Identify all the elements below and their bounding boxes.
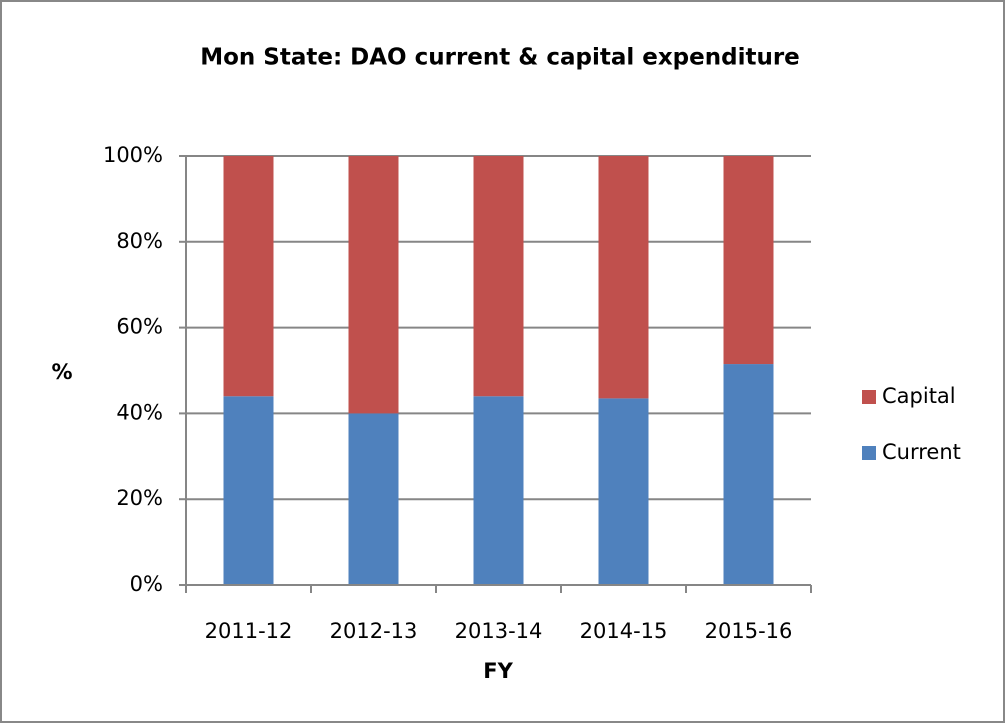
y-tick-label: 0% (130, 572, 163, 596)
bar-segment (223, 156, 274, 397)
bar-segment (223, 396, 274, 585)
y-tick-label: 40% (116, 400, 163, 424)
x-axis-title: FY (483, 659, 513, 683)
x-tick-label: 2015-16 (705, 619, 793, 643)
bar-segment (348, 413, 399, 585)
legend-label: Capital (882, 384, 956, 408)
x-tick-label: 2011-12 (205, 619, 293, 643)
x-tick-label: 2013-14 (455, 619, 543, 643)
bar-segment (348, 156, 399, 414)
x-tick-label: 2012-13 (330, 619, 418, 643)
legend-swatch (862, 446, 876, 460)
x-tick-label: 2014-15 (580, 619, 668, 643)
y-axis-title: % (51, 360, 72, 384)
legend-label: Current (882, 440, 961, 464)
y-tick-label: 100% (103, 143, 163, 167)
bar-segment (473, 156, 524, 397)
bar-segment (598, 398, 649, 585)
bar-segment (598, 156, 649, 399)
legend-swatch (862, 390, 876, 404)
y-tick-label: 80% (116, 229, 163, 253)
bar-segment (723, 156, 774, 365)
chart-title: Mon State: DAO current & capital expendi… (200, 45, 800, 71)
bar-segment (473, 396, 524, 585)
y-tick-label: 20% (116, 486, 163, 510)
y-tick-label: 60% (116, 315, 163, 339)
bar-segment (723, 364, 774, 585)
